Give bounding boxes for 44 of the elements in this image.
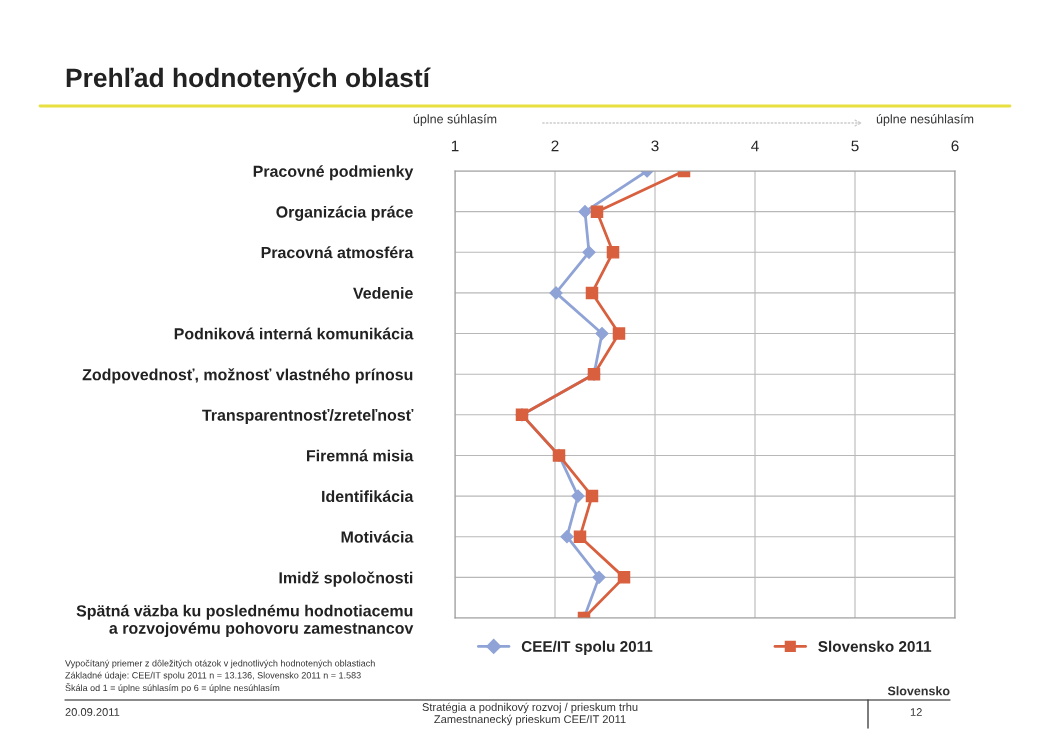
point (571, 489, 585, 503)
point (549, 286, 563, 300)
x-tick-label: 5 (851, 140, 859, 152)
text: Slovensko (887, 686, 950, 696)
point (595, 326, 609, 341)
text: 20.09.2011 (65, 708, 120, 716)
y-tick-label: Podniková interná komunikácia (174, 327, 414, 340)
legend-label: CEE/IT spolu 2011 (521, 640, 653, 655)
y-tick-label: Spätná väzba ku poslednému hodnotiacemu a rozvojovému pohovoru zamestnancov (76, 604, 414, 638)
text: Základné údaje: CEE/IT spolu 2011 n = 13.136, Slovensko 2011 n = 1.583 (65, 671, 361, 681)
point (585, 489, 599, 503)
point (560, 530, 574, 544)
y-tick-label: Motivácia (341, 530, 414, 543)
y-tick-label: Pracovné podmienky (253, 165, 414, 181)
y-tick-label: Pracovná atmosféra (261, 246, 414, 259)
point (573, 530, 587, 543)
y-tick-label: Vedenie (353, 287, 413, 299)
point (585, 286, 599, 300)
y-tick-label: Organizácia práce (276, 205, 413, 221)
text: Škála od 1 = úplne súhlasím po 6 = úplne nesúhlasím (65, 683, 280, 693)
x-tick-label: 2 (551, 140, 559, 152)
y-tick-label: Zodpovednosť, možnosť vlastného prínosu (82, 368, 413, 384)
x-tick-label: 3 (651, 140, 659, 152)
y-tick-label: Transparentnosť/zreteľnosť (202, 409, 414, 424)
y-tick-label: Firemná misia (306, 449, 414, 462)
point (606, 246, 620, 259)
text: Vypočítaný priemer z dôležitých otázok v jednotlivých hodnotených oblastiach (65, 659, 375, 669)
point (617, 571, 631, 584)
x-tick-label: 1 (451, 140, 459, 152)
y-tick-label: Imidž spoločnosti (279, 571, 413, 587)
text: úplne súhlasím (413, 114, 497, 126)
text: 12 (910, 708, 922, 716)
point (590, 205, 604, 218)
point (582, 245, 596, 259)
y-tick-label: Identifikácia (322, 490, 414, 503)
x-tick-label: 4 (751, 140, 759, 152)
x-tick-label: 6 (951, 140, 959, 152)
legend-label: Slovensko 2011 (818, 640, 932, 652)
text: úplne nesúhlasím (876, 114, 974, 126)
text: Stratégia a podnikový rozvoj / prieskum trhu Zamestnanecký prieskum CEE/IT 2011 (422, 702, 638, 726)
point (592, 570, 606, 584)
point (578, 205, 592, 219)
chart-title: Prehľad hodnotených oblastí (66, 67, 431, 93)
point (612, 327, 626, 340)
